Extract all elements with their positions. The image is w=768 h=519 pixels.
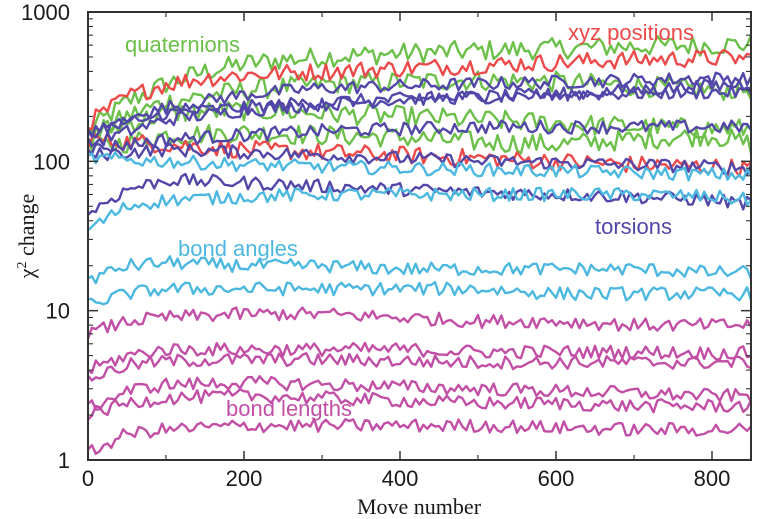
x-tick-label: 600 (538, 466, 575, 491)
plot-frame (87, 11, 752, 461)
series-line-torsions-8 (87, 78, 752, 138)
series-line-bond-lengths-21 (87, 417, 752, 455)
y-axis-title-rest: change (14, 194, 39, 262)
series-line-torsions-10 (87, 142, 753, 176)
series-line-xyz-positions-4 (87, 48, 752, 131)
x-tick-label: 0 (82, 466, 94, 491)
y-axis-title: χ2 change (14, 194, 39, 280)
y-tick-label: 1000 (21, 0, 70, 25)
series-line-quaternions-1 (87, 70, 753, 147)
series-line-bond-lengths-20 (87, 388, 753, 421)
series-line-bond-angles-14 (87, 255, 753, 285)
series-line-bond-angles-13 (87, 186, 752, 232)
series-line-bond-lengths-19 (87, 375, 753, 411)
x-tick-label: 800 (694, 466, 731, 491)
series-line-torsions-6 (87, 71, 753, 139)
series-line-torsions-11 (87, 172, 752, 216)
series-line-quaternions-3 (87, 98, 752, 139)
y-axis-title-base: χ (14, 268, 39, 279)
x-tick-label: 200 (226, 466, 263, 491)
series-line-bond-angles-15 (87, 281, 753, 306)
series-line-bond-lengths-17 (87, 341, 752, 375)
series-line-quaternions-2 (86, 123, 753, 155)
y-tick-label: 1 (58, 448, 70, 473)
y-axis-title-sup: 2 (15, 262, 30, 269)
ticks-layer: 0 200 400 600 800 1 10 100 1000 (21, 0, 751, 491)
y-tick-label: 10 (46, 299, 70, 324)
series-line-bond-angles-12 (87, 151, 752, 182)
series-layer (86, 34, 753, 455)
y-tick-label: 100 (33, 149, 70, 174)
series-line-torsions-7 (86, 84, 753, 148)
x-axis-title: Move number (357, 494, 482, 519)
x-tick-label: 400 (382, 466, 419, 491)
label-quaternions: quaternions (125, 32, 240, 57)
label-xyz-positions: xyz positions (568, 20, 694, 45)
series-line-bond-lengths-16 (86, 306, 753, 340)
label-bond-angles: bond angles (178, 236, 298, 261)
series-line-quaternions-0 (87, 34, 753, 134)
series-line-bond-lengths-18 (87, 352, 752, 382)
series-line-torsions-9 (87, 119, 752, 157)
series-line-xyz-positions-5 (86, 131, 752, 178)
series-labels: quaternions xyz positions torsions bond … (125, 20, 694, 421)
label-torsions: torsions (595, 214, 672, 239)
label-bond-lengths: bond lengths (226, 396, 352, 421)
